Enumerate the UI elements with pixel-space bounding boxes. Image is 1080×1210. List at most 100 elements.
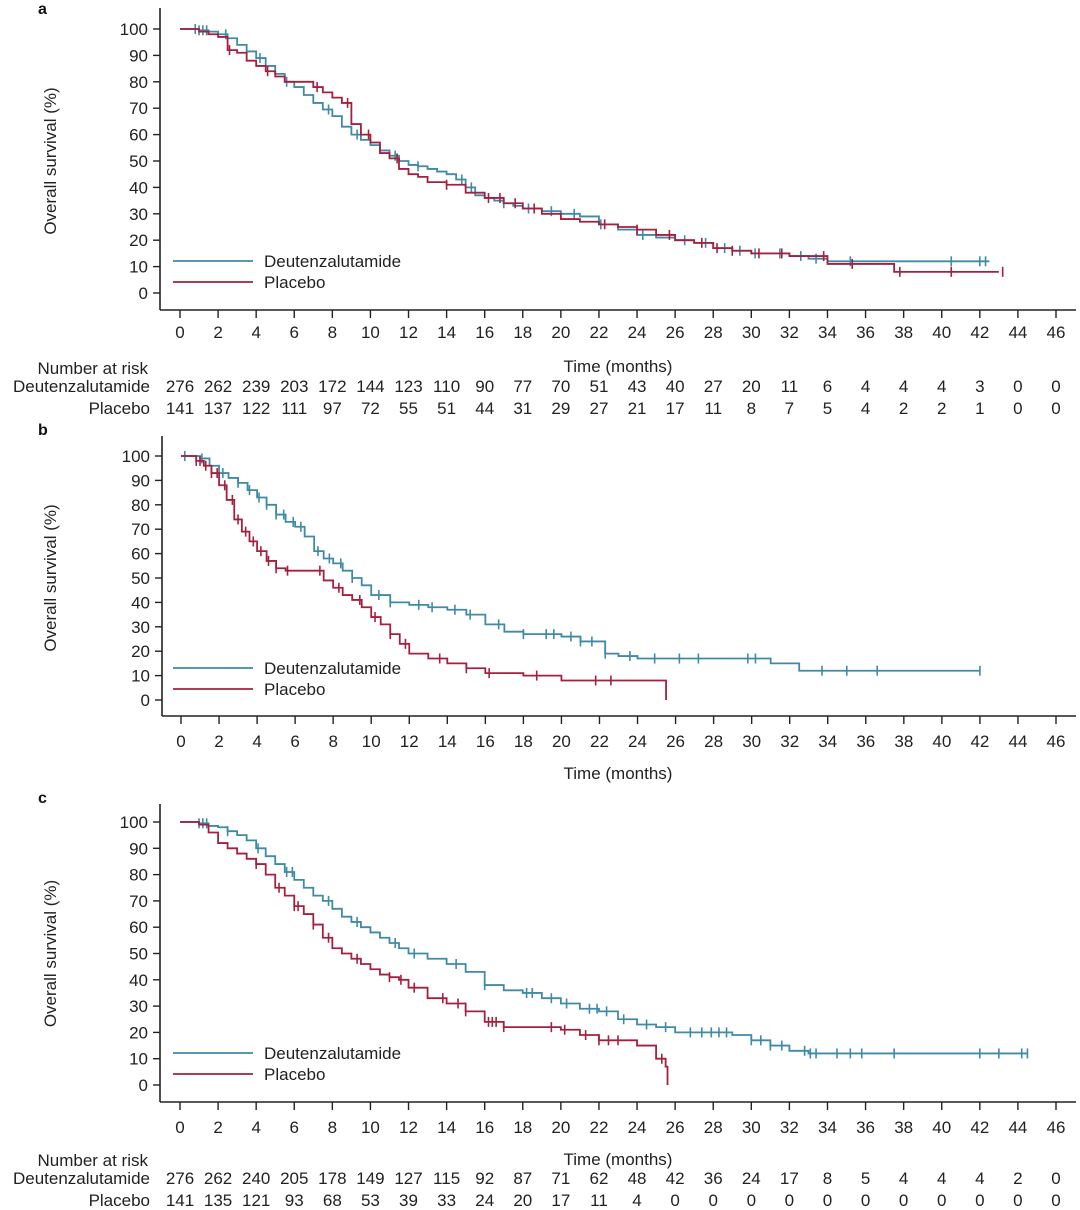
x-tick-label: 34	[818, 1118, 837, 1137]
risk-count: 68	[323, 1191, 342, 1210]
x-axis-title: Time (months)	[564, 764, 673, 783]
x-tick-label: 20	[552, 732, 571, 751]
risk-count: 144	[356, 377, 384, 396]
risk-row-placebo: Placebo 141 135 121 93 68 53 39 33 24 20 17 11 4 0 0 0 0 0…	[89, 1191, 1061, 1210]
number-at-risk-title: Number at risk	[37, 359, 148, 378]
x-tick-label: 32	[780, 323, 799, 342]
y-tick-label: 20	[129, 231, 148, 250]
risk-count: 11	[781, 377, 799, 396]
risk-count: 17	[666, 399, 685, 418]
x-tick-label: 44	[1008, 323, 1027, 342]
risk-count: 51	[437, 399, 456, 418]
x-tick-label: 30	[742, 323, 761, 342]
series-placebo	[180, 28, 1004, 277]
risk-count: 0	[861, 1191, 870, 1210]
y-tick-label: 80	[129, 73, 148, 92]
x-tick-label: 22	[589, 323, 608, 342]
x-tick-label: 16	[475, 323, 494, 342]
y-axis-title: Overall survival (%)	[41, 880, 60, 1027]
risk-count: 1	[975, 399, 984, 418]
risk-count: 123	[394, 377, 422, 396]
y-tick-label: 80	[131, 496, 150, 515]
risk-count: 149	[356, 1169, 384, 1188]
y-tick-label: 60	[129, 918, 148, 937]
risk-count: 39	[399, 1191, 418, 1210]
series-placebo	[181, 455, 667, 700]
risk-count: 121	[242, 1191, 270, 1210]
x-tick-label: 2	[213, 323, 222, 342]
x-tick-label: 32	[780, 732, 799, 751]
risk-count: 53	[361, 1191, 380, 1210]
x-tick-label: 30	[742, 1118, 761, 1137]
x-tick-label: 20	[551, 323, 570, 342]
risk-count: 0	[1013, 399, 1022, 418]
x-tick-label: 46	[1047, 1118, 1066, 1137]
x-tick-label: 14	[437, 323, 456, 342]
x-tick-label: 22	[589, 1118, 608, 1137]
legend-item: Placebo	[173, 680, 325, 699]
x-tick-label: 44	[1008, 1118, 1027, 1137]
risk-count: 122	[242, 399, 270, 418]
legend-label: Placebo	[264, 680, 325, 699]
risk-count: 0	[899, 1191, 908, 1210]
risk-count: 276	[166, 1169, 194, 1188]
y-tick-label: 60	[131, 545, 150, 564]
number-at-risk-title: Number at risk	[37, 1151, 148, 1170]
risk-count: 70	[551, 377, 570, 396]
risk-count: 127	[394, 1169, 422, 1188]
x-tick-label: 2	[213, 1118, 222, 1137]
x-tick-label: 6	[290, 732, 299, 751]
x-tick-label: 36	[856, 1118, 875, 1137]
risk-count: 87	[513, 1169, 532, 1188]
y-tick-label: 10	[129, 258, 148, 277]
risk-count: 0	[1051, 377, 1060, 396]
y-tick-label: 40	[131, 593, 150, 612]
risk-count: 4	[975, 1169, 984, 1188]
y-tick-label: 30	[131, 618, 150, 637]
risk-count: 4	[937, 377, 946, 396]
x-tick-label: 4	[251, 1118, 260, 1137]
risk-count: 90	[475, 377, 494, 396]
y-tick-label: 10	[129, 1050, 148, 1069]
y-axis-title: Overall survival (%)	[41, 87, 60, 234]
x-tick-label: 20	[551, 1118, 570, 1137]
risk-count: 29	[551, 399, 570, 418]
risk-count: 20	[513, 1191, 532, 1210]
risk-count: 17	[780, 1169, 799, 1188]
risk-count: 0	[708, 1191, 717, 1210]
risk-count: 40	[666, 377, 685, 396]
x-tick-label: 12	[399, 323, 418, 342]
risk-count: 178	[318, 1169, 346, 1188]
x-tick-label: 10	[361, 1118, 380, 1137]
x-tick-label: 14	[437, 1118, 456, 1137]
legend-label: Placebo	[264, 1065, 325, 1084]
risk-count: 27	[704, 377, 723, 396]
y-tick-label: 100	[120, 813, 148, 832]
y-axis-title: Overall survival (%)	[41, 504, 60, 651]
legend-item: Deutenzalutamide	[173, 659, 401, 678]
risk-count: 0	[823, 1191, 832, 1210]
y-tick-label: 70	[129, 99, 148, 118]
x-tick-label: 36	[856, 323, 875, 342]
survival-curve	[180, 28, 990, 263]
risk-count: 72	[361, 399, 380, 418]
legend-label: Deutenzalutamide	[264, 659, 401, 678]
risk-count: 77	[513, 377, 532, 396]
risk-count: 135	[204, 1191, 232, 1210]
legend-item: Deutenzalutamide	[173, 1044, 401, 1063]
x-tick-label: 40	[932, 732, 951, 751]
risk-count: 141	[166, 399, 194, 418]
risk-count: 0	[1013, 1191, 1022, 1210]
risk-count: 42	[666, 1169, 685, 1188]
y-tick-label: 70	[131, 520, 150, 539]
y-tick-label: 0	[141, 691, 150, 710]
risk-count: 0	[1051, 1169, 1060, 1188]
x-tick-label: 14	[438, 732, 457, 751]
x-tick-label: 6	[290, 323, 299, 342]
legend-label: Deutenzalutamide	[264, 252, 401, 271]
legend-item: Placebo	[173, 273, 325, 292]
y-tick-label: 50	[129, 945, 148, 964]
x-tick-label: 28	[704, 323, 723, 342]
